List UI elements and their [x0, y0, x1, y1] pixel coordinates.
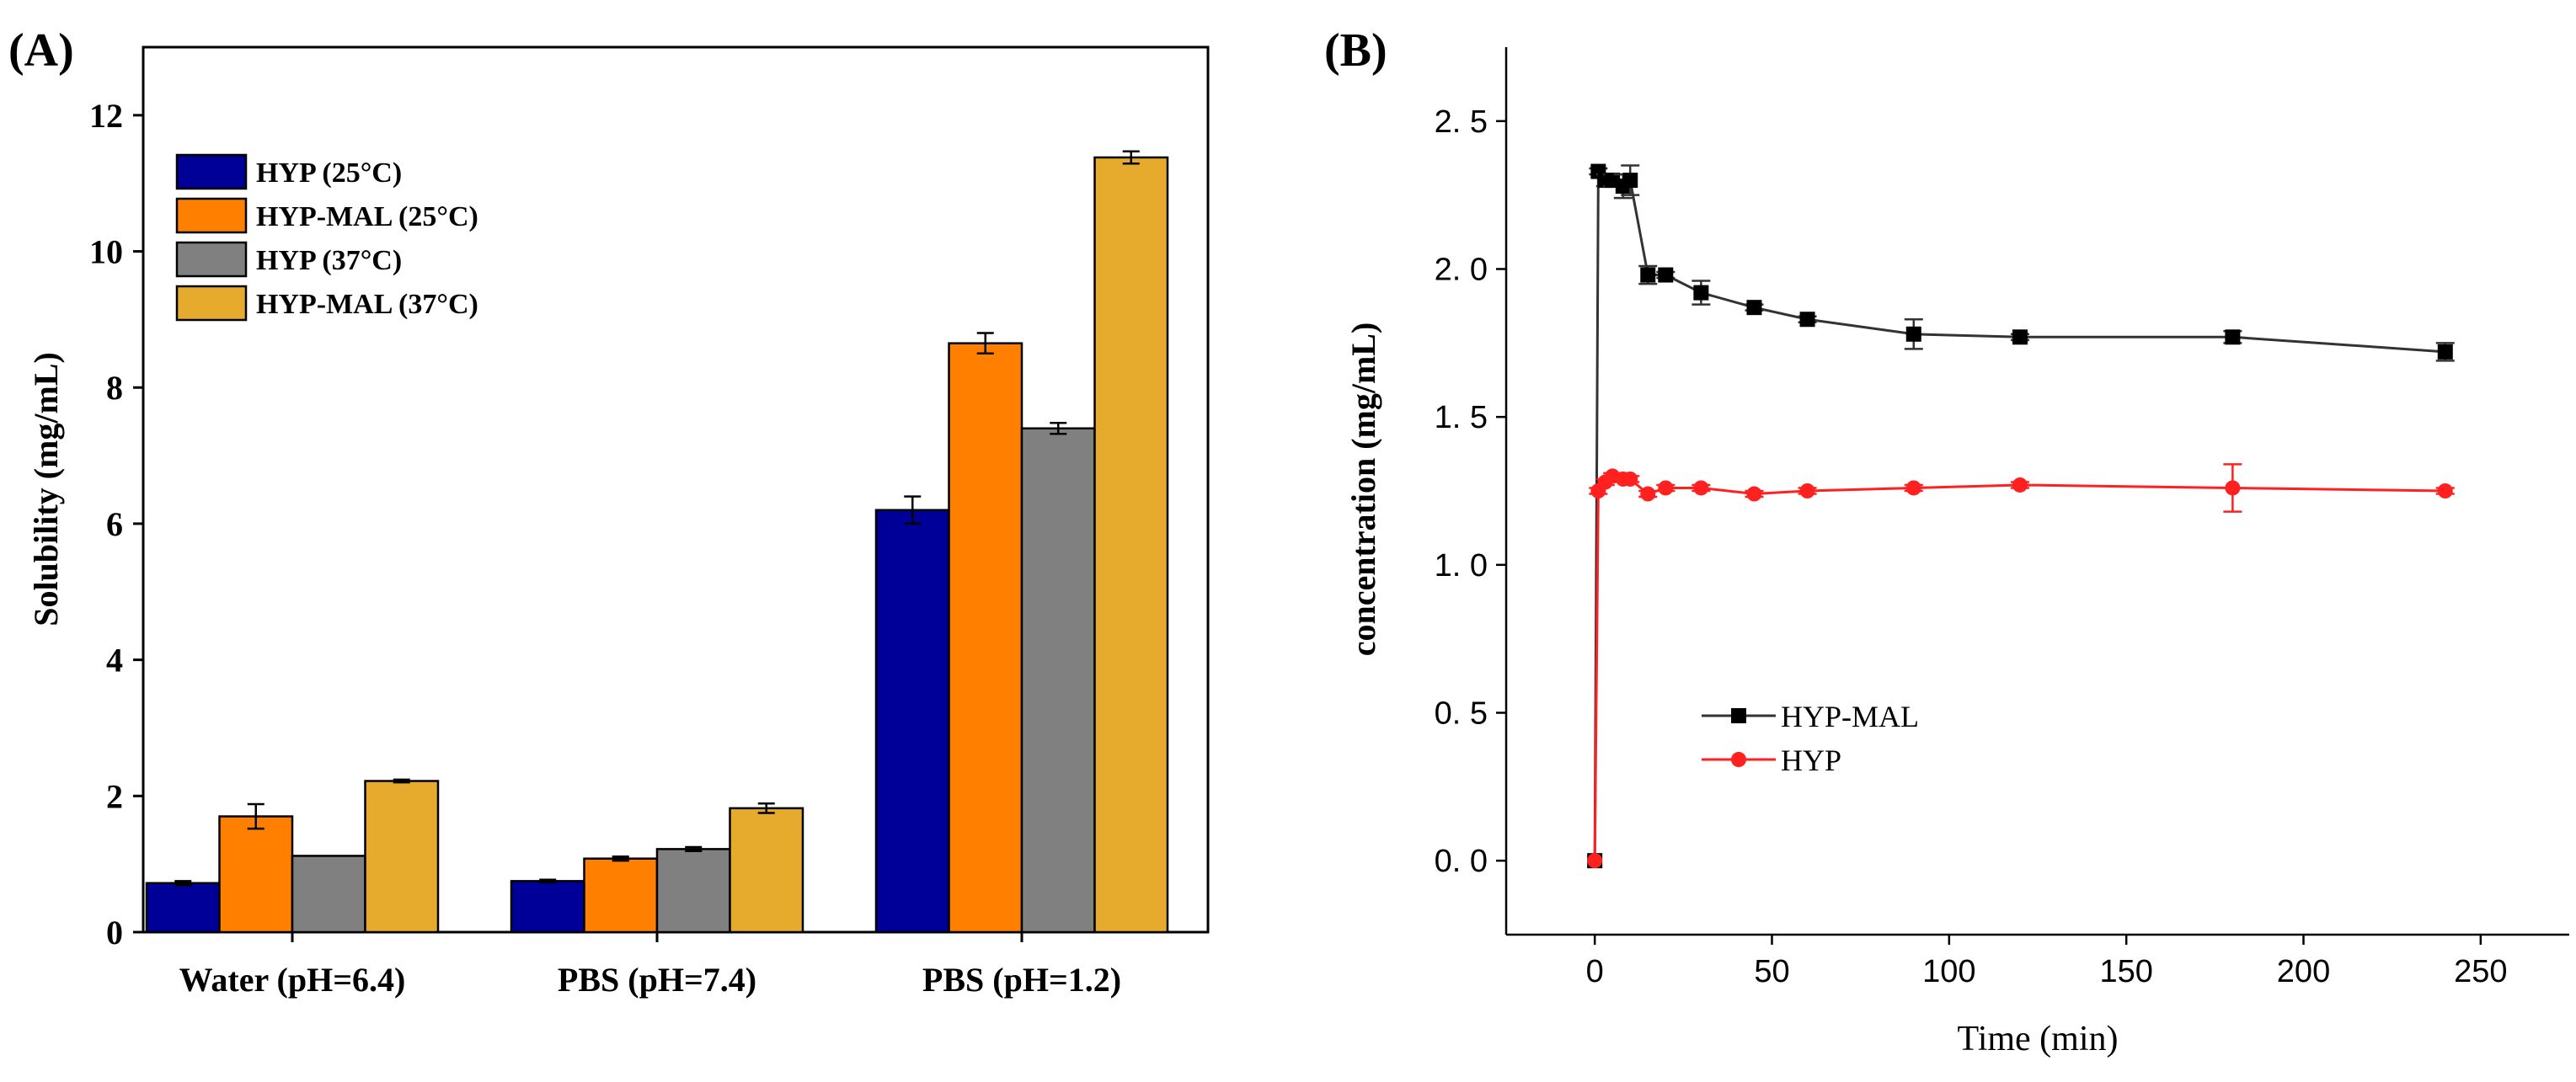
- point-hyp-mal: [2012, 329, 2028, 345]
- panel-b-legend: HYP-MAL HYP: [1702, 700, 1919, 777]
- panel-b-x-ticks: 0 50 100 150 200 250: [1586, 935, 2508, 989]
- panel-b-series: [1587, 163, 2455, 869]
- x-tick-label: 50: [1754, 954, 1789, 989]
- point-hyp: [1658, 480, 1674, 496]
- bar-hyp-mal-25-c-pbs-ph-1-2: [948, 342, 1023, 934]
- y-tick-label: 2. 0: [1435, 253, 1488, 288]
- bar-hyp-mal-25-c-water-ph-6-4: [218, 815, 294, 934]
- legend-swatch-hyp-mal-25-c: [175, 197, 248, 234]
- x-tick-label: 0: [1586, 954, 1604, 989]
- point-hyp: [2012, 477, 2028, 493]
- point-hyp-mal: [1622, 173, 1638, 189]
- line-hyp-mal: [1593, 168, 2445, 861]
- legend-marker-hyp: [1731, 752, 1746, 767]
- point-hyp-mal: [1640, 267, 1656, 283]
- y-tick-label: 4: [106, 642, 123, 680]
- panel-a-label: (A): [8, 24, 74, 77]
- point-hyp-mal: [1905, 326, 1921, 342]
- point-hyp: [1905, 480, 1921, 496]
- bar-hyp-25-c-pbs-ph-7-4: [510, 880, 585, 934]
- legend-label-hyp-mal: HYP-MAL: [1781, 700, 1919, 733]
- panel-a-x-ticks: Water (pH=6.4) PBS (pH=7.4) PBS (pH=1.2): [179, 932, 1121, 999]
- x-tick-label: 150: [2099, 954, 2152, 989]
- legend-swatch-hyp-25-c: [175, 153, 248, 190]
- bar-hyp-25-c-water-ph-6-4: [145, 882, 221, 934]
- y-tick-label: 1. 0: [1435, 548, 1488, 584]
- point-hyp: [2437, 483, 2453, 498]
- point-hyp: [1799, 483, 1815, 498]
- panel-a: (A) Solubility (mg/mL) 0 2 4 6 8 10 12 Water (…: [8, 24, 1210, 999]
- legend-label-hyp-mal-25-c: HYP-MAL (25°C): [256, 201, 478, 232]
- panel-a-y-ticks: 0 2 4 6 8 10 12: [89, 97, 143, 951]
- y-tick-label: 12: [89, 97, 123, 135]
- legend-label-hyp-37-c: HYP (37°C): [256, 245, 402, 276]
- x-tick-label: 250: [2454, 954, 2507, 989]
- x-tick-label: 100: [1922, 954, 1975, 989]
- y-tick-label: 8: [106, 369, 123, 407]
- panel-b-y-ticks: 0. 0 0. 5 1. 0 1. 5 2. 0 2. 5: [1435, 104, 1506, 879]
- point-hyp: [1640, 486, 1656, 502]
- legend-label-hyp-25-c: HYP (25°C): [256, 157, 402, 189]
- point-hyp-mal: [2225, 329, 2241, 345]
- line-hyp: [1593, 474, 2445, 861]
- bar-hyp-mal-37-c-pbs-ph-7-4: [729, 807, 804, 934]
- panel-b-x-axis-label: Time (min): [1958, 1020, 2119, 1058]
- legend-label-hyp: HYP: [1781, 744, 1841, 777]
- point-hyp-mal: [1658, 267, 1674, 283]
- y-tick-label: 0. 5: [1435, 696, 1488, 732]
- bar-hyp-mal-37-c-water-ph-6-4: [364, 780, 440, 934]
- y-tick-label: 6: [106, 505, 123, 543]
- y-tick-label: 2: [106, 777, 123, 815]
- point-hyp: [1746, 486, 1762, 502]
- point-hyp-mal: [1799, 312, 1815, 328]
- x-tick-label: 200: [2277, 954, 2330, 989]
- x-tick-label: PBS (pH=1.2): [922, 961, 1121, 999]
- panel-a-y-axis-label: Solubility (mg/mL): [27, 352, 65, 626]
- point-hyp: [1693, 480, 1709, 496]
- bar-hyp-mal-25-c-pbs-ph-7-4: [583, 857, 659, 934]
- y-tick-label: 0. 0: [1435, 844, 1488, 879]
- point-hyp-mal: [2437, 344, 2453, 360]
- y-tick-label: 0: [106, 914, 123, 951]
- legend-swatch-hyp-mal-37-c: [175, 285, 248, 322]
- legend-marker-hyp-mal: [1731, 708, 1746, 723]
- y-tick-label: 2. 5: [1435, 104, 1488, 140]
- panel-a-bars: [145, 150, 1169, 934]
- bar-hyp-mal-37-c-pbs-ph-1-2: [1093, 156, 1169, 934]
- legend-swatch-hyp-37-c: [175, 241, 248, 278]
- point-hyp-mal: [1693, 285, 1709, 301]
- bar-hyp-25-c-pbs-ph-1-2: [874, 509, 950, 934]
- bar-hyp-37-c-pbs-ph-7-4: [655, 848, 731, 934]
- panel-a-legend: HYP (25°C) HYP-MAL (25°C) HYP (37°C) HYP-MA…: [175, 153, 478, 322]
- bar-hyp-37-c-pbs-ph-1-2: [1020, 427, 1096, 934]
- point-hyp: [1622, 471, 1638, 487]
- x-tick-label: PBS (pH=7.4): [558, 961, 756, 999]
- bar-hyp-37-c-water-ph-6-4: [291, 855, 366, 934]
- point-hyp: [1587, 853, 1603, 869]
- legend-label-hyp-mal-37-c: HYP-MAL (37°C): [256, 289, 478, 320]
- y-tick-label: 10: [89, 233, 123, 271]
- panel-b-y-axis-label: concentration (mg/mL): [1344, 322, 1382, 657]
- x-tick-label: Water (pH=6.4): [179, 961, 406, 999]
- point-hyp-mal: [1746, 300, 1762, 316]
- y-tick-label: 1. 5: [1435, 400, 1488, 435]
- panel-b-label: (B): [1324, 24, 1387, 77]
- panel-b: (B) concentration (mg/mL) Time (min) 0. …: [1324, 24, 2569, 1058]
- point-hyp: [2225, 480, 2241, 496]
